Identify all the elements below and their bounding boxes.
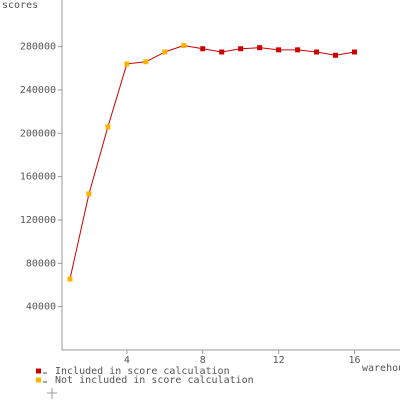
y-tick-label: 200000	[20, 128, 56, 139]
line-segment	[145, 51, 166, 63]
line-segment	[221, 48, 241, 53]
line-segment	[88, 126, 109, 195]
y-tick-label: 120000	[20, 215, 56, 226]
x-tick-label: 16	[348, 355, 360, 366]
y-tick-label: 80000	[26, 258, 56, 269]
line-segment	[316, 51, 336, 56]
line-segment	[107, 63, 128, 127]
y-tick-label: 40000	[26, 302, 56, 313]
legend-marker	[36, 377, 41, 383]
point	[314, 49, 320, 55]
point	[351, 49, 357, 55]
x-tick-label: 4	[124, 355, 130, 366]
legend-marker	[36, 368, 41, 374]
legend-label: Included in score calculation	[55, 366, 230, 377]
point	[333, 52, 339, 58]
point	[124, 61, 130, 67]
line-segment	[259, 47, 279, 51]
point	[162, 49, 168, 55]
x-axis-label: warehouses	[362, 363, 400, 374]
point	[200, 46, 206, 52]
line-segment	[69, 193, 90, 280]
line-segment	[297, 49, 317, 53]
point	[257, 45, 263, 51]
line-segment	[126, 61, 146, 65]
point	[276, 47, 282, 53]
y-tick-label: 240000	[20, 85, 56, 96]
y-tick-label: 160000	[20, 172, 56, 183]
point	[238, 46, 244, 52]
point	[67, 276, 73, 282]
line-segment	[164, 45, 184, 53]
line-segment	[202, 48, 222, 53]
line-segment	[183, 45, 203, 50]
line-segment	[240, 47, 260, 50]
x-tick-label: 8	[200, 355, 206, 366]
y-axis-label: scores	[2, 0, 38, 11]
point	[219, 49, 225, 55]
point	[181, 43, 187, 49]
x-tick-label: 12	[273, 355, 285, 366]
point	[143, 59, 149, 65]
point	[86, 191, 92, 197]
legend-label: Not included in score calculation	[55, 375, 254, 386]
y-tick-label: 280000	[20, 42, 56, 53]
point	[295, 47, 301, 53]
point	[105, 124, 111, 130]
line-segment	[335, 51, 355, 56]
